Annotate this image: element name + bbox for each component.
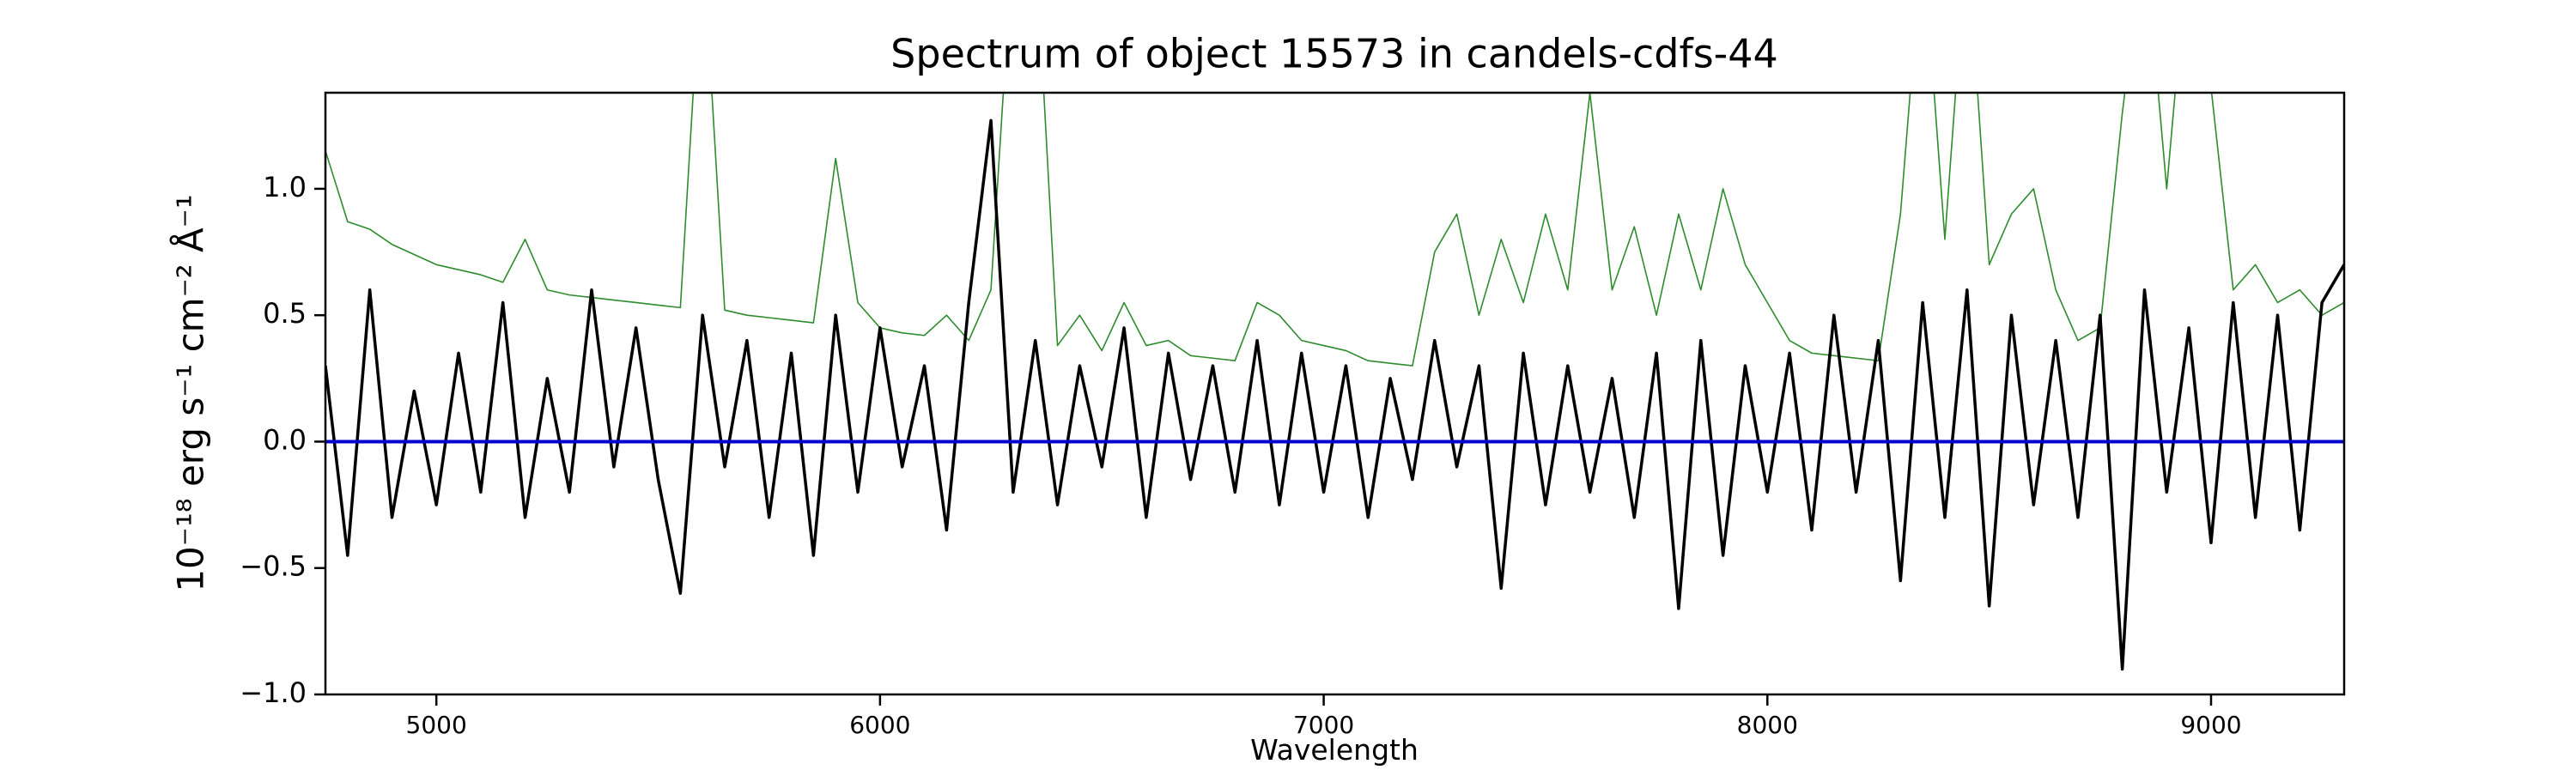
y-tick-label: 0.5 <box>263 297 307 330</box>
spectrum-line <box>325 93 2344 367</box>
y-tick-label: −0.5 <box>240 550 307 583</box>
chart-title: Spectrum of object 15573 in candels-cdfs… <box>890 31 1778 77</box>
plot-frame <box>324 91 2346 696</box>
x-tick-label: 5000 <box>406 711 467 739</box>
x-axis-label: Wavelength <box>1250 733 1419 767</box>
x-tick-label: 9000 <box>2180 711 2241 739</box>
y-axis-label: 10⁻¹⁸ erg s⁻¹ cm⁻² Å⁻¹ <box>169 194 212 591</box>
x-tick-label: 8000 <box>1737 711 1798 739</box>
x-tick-label: 7000 <box>1293 711 1354 739</box>
y-tick-label: 0.0 <box>263 423 307 456</box>
plot-area <box>325 93 2344 671</box>
y-tick-label: −1.0 <box>240 676 307 709</box>
x-tick-label: 6000 <box>849 711 910 739</box>
y-tick-label: 1.0 <box>263 171 307 203</box>
spectrum-line <box>325 118 2344 671</box>
